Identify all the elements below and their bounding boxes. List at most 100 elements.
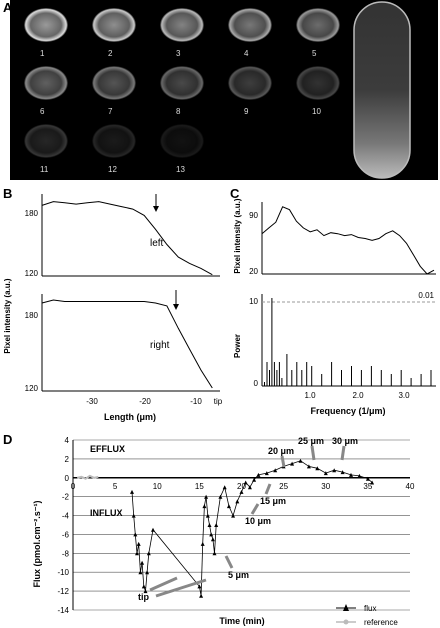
- d-flux-point: [252, 477, 257, 482]
- d-flux-point: [200, 541, 205, 546]
- b-right-profile-line: [41, 299, 213, 389]
- d-flux-point: [131, 513, 136, 518]
- d-flux-point: [209, 532, 214, 537]
- d-flux-point: [136, 541, 141, 546]
- legend-reference-marker: [343, 619, 349, 625]
- d-ann-25um: 25 μm: [298, 436, 324, 446]
- panel-d-chart: Flux (pmol.cm⁻².s⁻¹) 420-2-4-6-8-10-12-1…: [32, 436, 415, 627]
- b-label-right: right: [150, 340, 170, 351]
- d-ann-15um: 15 μm: [260, 496, 286, 506]
- d-flux-point: [212, 551, 217, 556]
- d-ytick: -12: [57, 587, 69, 596]
- d-ytick: -4: [62, 512, 70, 521]
- c-xtick-3: 3.0: [398, 391, 410, 400]
- b-bottom-arrow-head: [173, 304, 179, 310]
- d-xlabel: Time (min): [219, 616, 264, 626]
- d-flux-point: [349, 472, 353, 477]
- d-ann-5um: 5 μm: [228, 570, 249, 580]
- d-flux-point: [290, 461, 295, 466]
- frame-7-image: [92, 66, 136, 100]
- c-xtick-2: 2.0: [352, 391, 364, 400]
- d-ann-20um: 20 μm: [268, 446, 294, 456]
- d-ann-tip: tip: [138, 592, 149, 602]
- d-ytick: -14: [57, 606, 69, 615]
- frame-1-image: [24, 8, 68, 42]
- frame-label-10: 10: [312, 107, 321, 116]
- frame-label-4: 4: [244, 49, 249, 58]
- d-flux-line: [131, 460, 373, 596]
- frame-3-image: [160, 8, 204, 42]
- d-xtick: 0: [71, 482, 76, 491]
- frame-label-6: 6: [40, 107, 45, 116]
- panel-c-chart: Pixel intensity (a.u.) 90 20 Power 0.01 …: [233, 198, 436, 416]
- c-xlabel: Frequency (1/μm): [310, 406, 385, 416]
- frame-label-8: 8: [176, 107, 181, 116]
- d-flux-point: [365, 476, 370, 481]
- d-ytick: -2: [62, 493, 70, 502]
- d-xtick: 30: [321, 482, 330, 491]
- frame-9-image: [228, 66, 272, 100]
- d-flux-point: [222, 485, 227, 490]
- frame-label-5: 5: [312, 49, 317, 58]
- d-reference-line: [76, 474, 99, 480]
- legend-reference-label: reference: [364, 618, 398, 627]
- d-flux-point: [226, 504, 231, 509]
- d-flux-point: [207, 523, 212, 527]
- c-bottom-ytick-0: 0: [254, 379, 259, 388]
- d-flux-point: [210, 537, 215, 542]
- b-ylabel: Pixel intensity (a.u.): [3, 278, 12, 353]
- d-flux-point: [141, 584, 146, 589]
- d-flux-point: [298, 458, 303, 463]
- d-ytick: -10: [57, 568, 69, 577]
- legend-flux-label: flux: [364, 604, 376, 613]
- d-flux-point: [235, 499, 240, 504]
- d-flux-point: [151, 527, 155, 532]
- b-left-profile-line: [41, 201, 213, 276]
- d-flux-point: [214, 523, 219, 527]
- panel-label-b: B: [3, 186, 13, 201]
- d-flux-point: [239, 489, 244, 494]
- d-xtick: 25: [279, 482, 288, 491]
- d-flux-point: [243, 480, 248, 485]
- c-top-ytick-20: 20: [249, 267, 258, 276]
- d-flux-point: [145, 570, 150, 575]
- frame-label-12: 12: [108, 165, 117, 174]
- d-xticks: 0 5 10 15 20 25 30 35 40: [71, 482, 415, 491]
- b-xtick-m30: -30: [86, 397, 98, 406]
- d-flux-point: [231, 513, 236, 518]
- d-gridlines: [73, 439, 410, 611]
- d-flux-point: [143, 589, 148, 594]
- d-ylabel: Flux (pmol.cm⁻².s⁻¹): [32, 500, 42, 587]
- d-xtick: 10: [153, 482, 162, 491]
- frame-label-9: 9: [244, 107, 249, 116]
- b-label-left: left: [150, 238, 164, 249]
- d-ytick: -6: [62, 530, 70, 539]
- c-intensity-line: [261, 206, 435, 275]
- b-bottom-ytick-180: 180: [25, 311, 39, 320]
- frame-label-11: 11: [40, 165, 49, 174]
- frame-label-1: 1: [40, 49, 45, 58]
- panel-label-c: C: [230, 186, 240, 201]
- d-flux-point: [273, 468, 278, 473]
- panel-label-a: A: [3, 0, 13, 15]
- c-top-ytick-90: 90: [249, 211, 258, 220]
- frame-5-image: [296, 8, 340, 42]
- d-influx-label: INFLUX: [90, 508, 123, 518]
- panel-label-d: D: [3, 432, 13, 447]
- d-flux-point: [306, 464, 311, 469]
- d-ytick: 2: [65, 455, 70, 464]
- frame-11-image: [24, 124, 68, 158]
- d-ytick: 4: [65, 436, 70, 445]
- frame-label-2: 2: [108, 49, 113, 58]
- b-top-arrow-head: [153, 206, 159, 212]
- d-xtick: 35: [363, 482, 372, 491]
- d-flux-point: [204, 494, 209, 499]
- d-flux-points: [130, 458, 375, 598]
- d-flux-point: [205, 513, 210, 518]
- d-flux-point: [197, 584, 202, 589]
- d-flux-point: [264, 471, 269, 476]
- pollen-tube-image: [353, 1, 411, 179]
- d-ann-30um: 30 μm: [332, 436, 358, 446]
